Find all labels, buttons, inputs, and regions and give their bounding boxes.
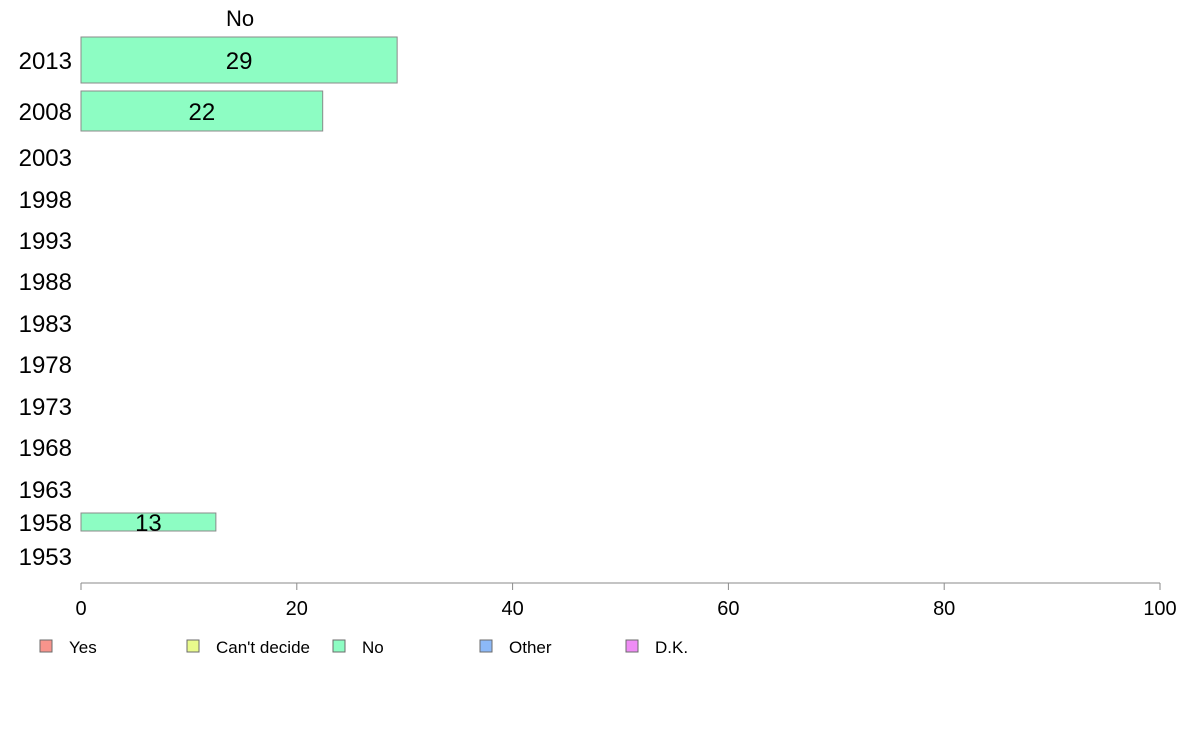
column-header-label: No bbox=[226, 6, 254, 31]
category-label: 1958 bbox=[19, 510, 72, 537]
legend-label: No bbox=[362, 638, 384, 657]
legend-label: Can't decide bbox=[216, 638, 310, 657]
legend-swatch bbox=[625, 639, 639, 653]
category-label: 2008 bbox=[19, 99, 72, 126]
legend-label: Other bbox=[509, 638, 552, 657]
category-label: 2003 bbox=[19, 145, 72, 172]
data-label: 29 bbox=[226, 48, 253, 75]
x-tick-label: 80 bbox=[933, 598, 955, 620]
category-label: 1963 bbox=[19, 477, 72, 504]
legend: Yes Can't decide No Other D.K. bbox=[39, 638, 688, 657]
category-label: 1983 bbox=[19, 311, 72, 338]
data-label: 22 bbox=[188, 99, 215, 126]
bar bbox=[80, 36, 398, 84]
legend-label: D.K. bbox=[655, 638, 688, 657]
category-labels: 2013 2008 2003 1998 1993 1988 1983 1978 1973 1968… bbox=[19, 48, 72, 571]
x-tick-label: 100 bbox=[1143, 598, 1176, 620]
category-label: 1998 bbox=[19, 187, 72, 214]
category-label: 1978 bbox=[19, 352, 72, 379]
x-tick-label: 60 bbox=[717, 598, 739, 620]
legend-swatch bbox=[186, 639, 200, 653]
legend-swatch bbox=[39, 639, 53, 653]
bar bbox=[80, 512, 217, 532]
legend-label: Yes bbox=[69, 638, 97, 657]
x-axis: 0 20 40 60 80 100 bbox=[75, 582, 1177, 620]
bar bbox=[80, 90, 324, 132]
data-labels: 29 22 13 bbox=[135, 48, 252, 537]
category-label: 2013 bbox=[19, 48, 72, 75]
x-tick-label: 0 bbox=[75, 598, 86, 620]
category-label: 1968 bbox=[19, 435, 72, 462]
bars bbox=[80, 36, 398, 532]
data-label: 13 bbox=[135, 510, 162, 537]
category-label: 1973 bbox=[19, 394, 72, 421]
x-tick-label: 20 bbox=[286, 598, 308, 620]
category-label: 1953 bbox=[19, 544, 72, 571]
legend-swatch bbox=[479, 639, 493, 653]
legend-swatch bbox=[332, 639, 346, 653]
category-label: 1988 bbox=[19, 269, 72, 296]
x-tick-label: 40 bbox=[501, 598, 523, 620]
category-label: 1993 bbox=[19, 228, 72, 255]
